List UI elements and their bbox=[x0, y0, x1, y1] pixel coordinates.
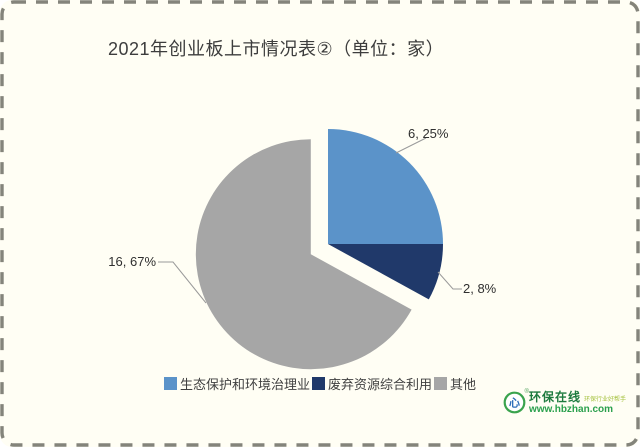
leader-line-slice-1 bbox=[437, 271, 462, 290]
legend-swatch-gray bbox=[434, 377, 447, 390]
legend-label: 废弃资源综合利用 bbox=[327, 377, 432, 392]
legend-item-1: 废弃资源综合利用 bbox=[311, 374, 432, 393]
brand-name: 环保在线 bbox=[528, 390, 581, 404]
data-label-slice-2: 16, 67% bbox=[108, 254, 156, 269]
brand-url: www.hbzhan.com bbox=[528, 404, 614, 416]
registered-mark: ® bbox=[524, 389, 529, 395]
pie-slice-0 bbox=[328, 129, 443, 244]
legend-item-2: 其他 bbox=[434, 374, 476, 393]
svg-text:心: 心 bbox=[509, 397, 520, 410]
legend-item-0: 生态保护和环境治理业 bbox=[163, 374, 310, 393]
data-label-slice-0: 6, 25% bbox=[408, 126, 449, 141]
legend-swatch-blue bbox=[163, 377, 177, 390]
legend-label: 生态保护和环境治理业 bbox=[179, 377, 310, 392]
brand-slogan: 环保行业好帮手 bbox=[583, 396, 626, 403]
legend-label: 其他 bbox=[450, 377, 477, 392]
legend-swatch-darkblue bbox=[311, 377, 325, 390]
brand-watermark: 心 ® 环保在线 环保行业好帮手 www.hbzhan.com bbox=[503, 389, 626, 416]
data-label-slice-1: 2, 8% bbox=[463, 281, 497, 296]
brand-logo-icon: 心 ® bbox=[503, 389, 529, 414]
pie-slices bbox=[195, 129, 444, 370]
